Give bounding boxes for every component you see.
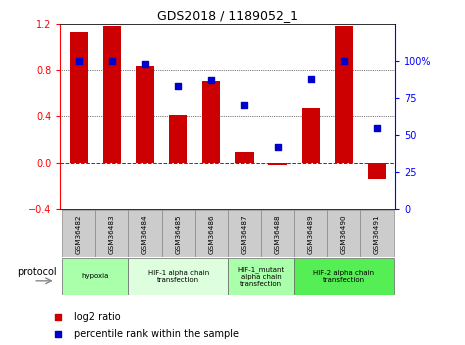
- Bar: [268, 162, 287, 165]
- Bar: [169, 115, 187, 162]
- Bar: [335, 27, 353, 162]
- Bar: [128, 210, 161, 257]
- Text: GSM36491: GSM36491: [374, 214, 380, 254]
- Bar: [294, 210, 327, 257]
- Point: [108, 58, 115, 64]
- Text: GSM36488: GSM36488: [274, 214, 280, 254]
- Point: [340, 58, 348, 64]
- Bar: [161, 210, 195, 257]
- Bar: [368, 162, 386, 179]
- Text: log2 ratio: log2 ratio: [74, 312, 121, 322]
- Bar: [228, 258, 294, 295]
- Text: GSM36489: GSM36489: [308, 214, 314, 254]
- Text: GSM36487: GSM36487: [241, 214, 247, 254]
- Text: GSM36483: GSM36483: [109, 214, 115, 254]
- Text: HIF-1 alpha chain
transfection: HIF-1 alpha chain transfection: [147, 270, 209, 283]
- Text: GSM36482: GSM36482: [76, 214, 82, 254]
- Title: GDS2018 / 1189052_1: GDS2018 / 1189052_1: [157, 9, 299, 22]
- Bar: [235, 152, 253, 162]
- Bar: [195, 210, 228, 257]
- Text: hypoxia: hypoxia: [81, 273, 109, 279]
- Bar: [70, 32, 88, 162]
- Bar: [128, 258, 228, 295]
- Bar: [62, 210, 95, 257]
- Bar: [302, 108, 320, 162]
- Point: [348, 253, 356, 258]
- Bar: [202, 81, 220, 162]
- Text: HIF-1_mutant
alpha chain
transfection: HIF-1_mutant alpha chain transfection: [237, 266, 285, 287]
- Bar: [228, 210, 261, 257]
- Point: [307, 76, 314, 81]
- Point: [241, 102, 248, 108]
- Bar: [95, 210, 128, 257]
- Point: [75, 58, 82, 64]
- Bar: [327, 210, 360, 257]
- Point: [348, 96, 356, 101]
- Text: percentile rank within the sample: percentile rank within the sample: [74, 329, 239, 339]
- Point: [141, 61, 149, 67]
- Bar: [62, 258, 128, 295]
- Point: [207, 78, 215, 83]
- Point: [174, 83, 182, 89]
- Text: GSM36486: GSM36486: [208, 214, 214, 254]
- Bar: [261, 210, 294, 257]
- Point: [274, 144, 281, 149]
- Bar: [103, 27, 121, 162]
- Bar: [360, 210, 393, 257]
- Bar: [136, 66, 154, 162]
- Text: GSM36490: GSM36490: [341, 214, 347, 254]
- Text: protocol: protocol: [17, 267, 57, 277]
- Bar: [294, 258, 393, 295]
- Text: GSM36485: GSM36485: [175, 214, 181, 254]
- Text: GSM36484: GSM36484: [142, 214, 148, 254]
- Point: [373, 125, 381, 130]
- Text: HIF-2 alpha chain
transfection: HIF-2 alpha chain transfection: [313, 270, 374, 283]
